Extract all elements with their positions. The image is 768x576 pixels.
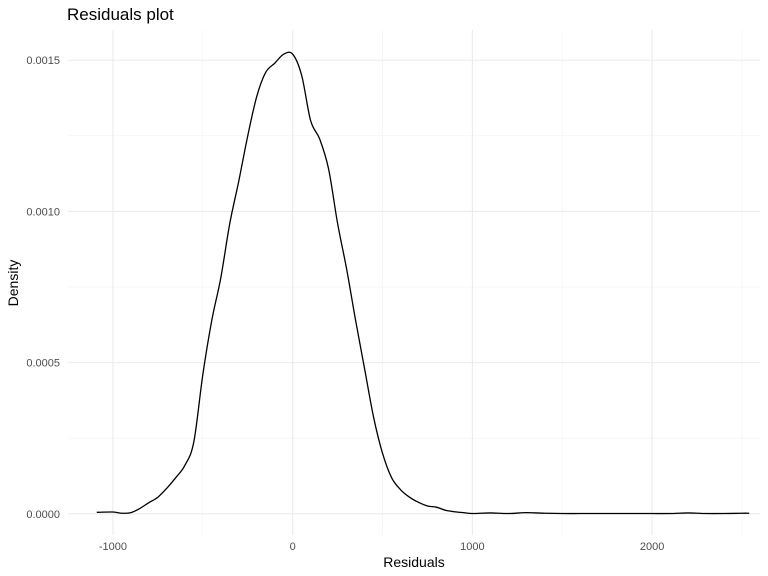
major-gridlines [68, 30, 760, 535]
x-tick-label: 0 [290, 541, 296, 553]
y-tick-label: 0.0010 [26, 206, 60, 218]
x-axis-tick-labels: -1000 0 1000 2000 [99, 541, 665, 553]
y-tick-label: 0.0005 [26, 358, 60, 370]
chart-title: Residuals plot [67, 5, 174, 24]
minor-gridlines [68, 30, 760, 535]
density-curve [96, 51, 750, 515]
x-axis-title: Residuals [383, 554, 444, 570]
x-tick-label: 2000 [640, 541, 664, 553]
y-tick-label: 0.0000 [26, 509, 60, 521]
x-tick-label: -1000 [99, 541, 127, 553]
y-axis-title: Density [5, 260, 21, 307]
y-tick-label: 0.0015 [26, 55, 60, 67]
x-tick-label: 1000 [460, 541, 484, 553]
y-axis-tick-labels: 0.0000 0.0005 0.0010 0.0015 [26, 55, 60, 521]
